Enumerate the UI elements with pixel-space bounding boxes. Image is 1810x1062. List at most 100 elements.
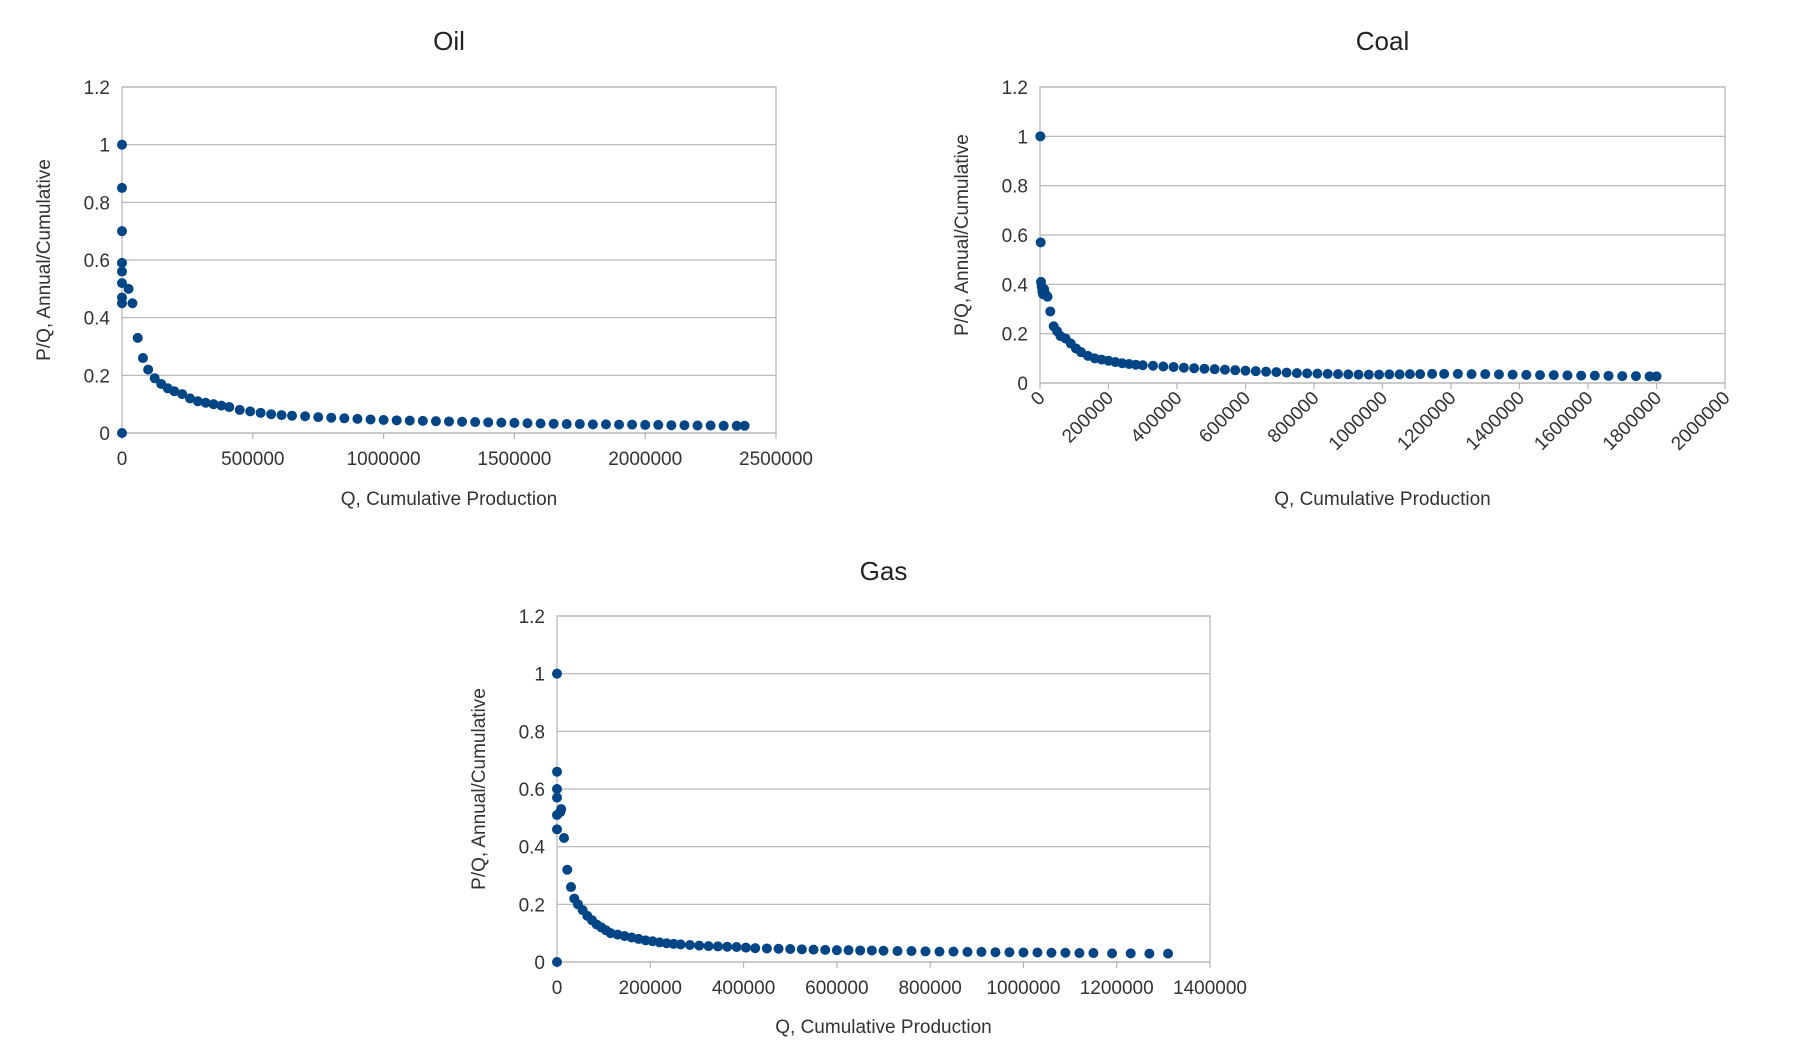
data-point [1562,370,1573,381]
data-point [1493,369,1504,380]
y-tick-label: 1 [534,665,545,686]
data-point [934,946,945,957]
data-point [1548,370,1559,381]
data-point [200,397,211,408]
chart-title: Oil [433,26,465,56]
x-tick-label: 1500000 [477,449,551,470]
x-tick-label: 400000 [712,978,775,999]
x-axis-label: Q, Cumulative Production [1274,489,1491,510]
data-point [287,410,298,421]
y-axis-label: P/Q, Annual/Cumulative [469,688,490,890]
data-point [1427,368,1438,379]
x-tick-label: 1400000 [1173,978,1247,999]
data-point [878,945,889,956]
data-point [705,420,716,431]
data-point [1046,947,1057,958]
data-point [117,428,127,438]
data-point [117,182,128,193]
data-point [185,393,196,404]
data-point [703,941,714,952]
y-tick-label: 1 [99,136,110,157]
data-point [731,420,742,431]
data-point [962,946,973,957]
data-point [483,417,494,428]
data-point [496,417,507,428]
data-point [1107,948,1118,959]
data-point [548,418,559,429]
data-point [216,400,227,411]
data-point [266,409,277,420]
data-point [326,412,337,423]
data-point [1507,369,1518,380]
y-axis-label: P/Q, Annual/Cumulative [34,159,55,361]
y-tick-label: 1.2 [84,78,110,99]
data-point [1209,364,1220,375]
data-point [785,944,796,955]
data-point [562,864,573,875]
data-point [892,946,903,957]
y-tick-label: 0.8 [84,193,110,214]
x-tick-label: 1600000 [1530,388,1597,455]
x-axis-label: Q, Cumulative Production [341,489,558,510]
data-point [1332,369,1343,380]
data-point [132,332,143,343]
data-point [866,945,877,956]
data-point [1466,369,1477,380]
x-tick-label: 2000000 [1667,388,1734,455]
data-point [1074,948,1085,959]
data-point [740,942,751,953]
data-point [1125,948,1136,959]
data-point [255,407,266,418]
data-point [535,418,546,429]
data-point [117,266,128,277]
data-point [391,415,402,426]
x-tick-label: 1000000 [986,978,1060,999]
y-tick-label: 0.6 [1002,226,1028,247]
data-point [417,415,428,426]
data-point [552,668,563,679]
data-point [1240,365,1251,376]
x-tick-label: 500000 [221,449,284,470]
data-point [1302,368,1313,379]
data-point [1521,369,1532,380]
x-tick-label: 1000000 [347,449,421,470]
data-point [430,416,441,427]
y-tick-label: 0.2 [519,895,545,916]
data-point [552,824,563,835]
data-point [1035,237,1046,248]
data-point [574,419,585,430]
data-point [750,943,761,954]
y-tick-label: 0 [534,953,545,974]
x-tick-label: 600000 [1195,388,1255,448]
data-point [1163,948,1174,959]
data-point [276,410,287,421]
data-point [722,941,733,952]
data-point [313,412,324,423]
data-point [457,416,468,427]
data-point [1576,370,1587,381]
x-tick-label: 1400000 [1462,388,1529,455]
data-point [976,946,987,957]
chart-coal: Coal Q, Cumulative Production P/Q, Annua… [952,26,1735,510]
y-tick-label: 0.2 [1002,325,1028,346]
data-point [843,945,854,956]
data-point [1219,364,1230,375]
x-tick-label: 2000000 [608,449,682,470]
data-point [404,415,415,426]
data-point [653,419,664,430]
data-point [1603,370,1614,381]
data-point [1589,370,1600,381]
data-point [117,298,128,309]
data-point [1148,360,1159,371]
x-tick-label: 400000 [1127,388,1187,448]
data-point [117,257,128,268]
data-point [1199,363,1210,374]
data-point [552,766,563,777]
data-point [149,373,160,384]
data-point [552,784,563,794]
x-tick-label: 1200000 [1393,388,1460,455]
data-point [712,941,723,952]
data-point [556,804,567,815]
data-point [339,413,350,424]
